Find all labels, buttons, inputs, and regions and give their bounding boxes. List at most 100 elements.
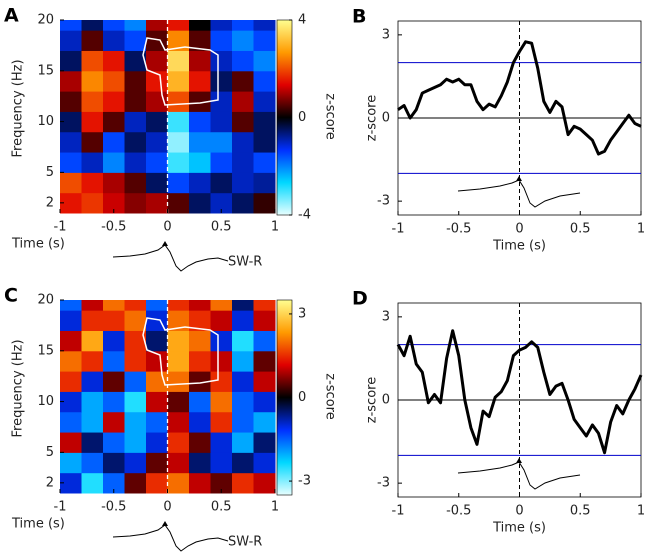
heatmap-cell xyxy=(253,111,276,133)
heatmap-cell xyxy=(124,172,147,194)
heatmap-cell xyxy=(210,70,233,92)
heatmap-cell xyxy=(189,30,211,51)
heatmap-cell xyxy=(146,432,168,453)
heatmap-cell xyxy=(60,50,82,72)
heatmap-cell xyxy=(60,432,82,453)
panel-label: B xyxy=(352,6,366,28)
heatmap-cell xyxy=(81,111,104,133)
heatmap-cell xyxy=(81,452,104,474)
heatmap-cell xyxy=(124,300,147,311)
heatmap-cell xyxy=(167,300,190,311)
heatmap-cell xyxy=(167,131,190,153)
heatmap-cell xyxy=(81,192,104,214)
heatmap-cell xyxy=(210,192,233,214)
heatmap-cell xyxy=(124,152,147,173)
heatmap-cell xyxy=(253,152,276,173)
y-tick-label: 5 xyxy=(46,445,54,460)
heatmap-cell xyxy=(232,432,254,453)
y-tick-label: 2 xyxy=(46,195,54,210)
heatmap-cell xyxy=(60,152,82,173)
x-axis-label: Time (s) xyxy=(11,237,65,252)
heatmap-cell xyxy=(210,432,233,453)
heatmap-cell xyxy=(146,152,168,173)
heatmap-cell xyxy=(210,131,233,153)
heatmap-cell xyxy=(103,50,125,72)
heatmap-cell xyxy=(103,91,125,112)
heatmap-cell xyxy=(103,310,125,331)
significance-contour xyxy=(142,37,219,106)
heatmap-cell xyxy=(146,391,168,413)
heatmap-cell xyxy=(189,330,211,352)
heatmap-cell xyxy=(124,310,147,331)
heatmap-cell xyxy=(167,432,190,453)
colorbar-tick-label: 4 xyxy=(298,13,306,28)
heatmap-cell xyxy=(189,91,211,112)
heatmap-cell xyxy=(81,391,104,413)
heatmap-cell xyxy=(60,131,82,153)
heatmap-cell xyxy=(103,300,125,311)
heatmap-cell xyxy=(210,30,233,51)
heatmap-cell xyxy=(124,391,147,413)
heatmap-cell xyxy=(146,300,168,311)
heatmap-cell xyxy=(124,131,147,153)
heatmap-cell xyxy=(146,330,168,352)
heatmap-cell xyxy=(81,300,104,311)
heatmap-cell xyxy=(210,472,233,494)
heatmap-cell xyxy=(253,172,276,194)
heatmap-cell xyxy=(210,172,233,194)
heatmap-cell xyxy=(60,310,82,331)
heatmap-cell xyxy=(146,172,168,194)
significance-contour xyxy=(142,317,219,386)
y-axis-label: Frequency (Hz) xyxy=(11,339,26,437)
heatmap-cell xyxy=(103,472,125,494)
heatmap-cell xyxy=(167,20,190,31)
heatmap-cell xyxy=(124,411,147,433)
heatmap-cell xyxy=(232,371,254,392)
heatmap-cell xyxy=(167,30,190,51)
x-tick-label: -0.5 xyxy=(101,220,126,235)
heatmap-cell xyxy=(103,371,125,392)
colorbar-tick-label: 0 xyxy=(298,110,306,125)
heatmap-cell xyxy=(253,371,276,392)
heatmap-cell xyxy=(253,432,276,453)
heatmap-cell xyxy=(253,30,276,51)
heatmap-cell xyxy=(167,70,190,92)
heatmap-cell xyxy=(103,350,125,372)
x-tick-label: -0.5 xyxy=(446,504,471,519)
heatmap-cell xyxy=(103,20,125,31)
heatmap-cell xyxy=(81,50,104,72)
heatmap-cell xyxy=(81,371,104,392)
heatmap-cell xyxy=(189,411,211,433)
heatmap-cell xyxy=(167,371,190,392)
heatmap-cell xyxy=(232,152,254,173)
heatmap-cell xyxy=(81,472,104,494)
heatmap-cell xyxy=(189,70,211,92)
x-axis-label: Time (s) xyxy=(11,517,65,532)
heatmap-cell xyxy=(124,330,147,352)
heatmap-cell xyxy=(81,152,104,173)
x-tick-label: -1 xyxy=(392,504,405,519)
heatmap-cell xyxy=(103,172,125,194)
heatmap-cell xyxy=(124,70,147,92)
x-tick-label: -1 xyxy=(54,500,67,515)
heatmap-cell xyxy=(232,300,254,311)
heatmap-cell xyxy=(253,192,276,214)
heatmap-cell xyxy=(253,350,276,372)
heatmap-cell xyxy=(81,20,104,31)
heatmap-cell xyxy=(167,91,190,112)
heatmap-cell xyxy=(146,111,168,133)
data-line xyxy=(396,329,643,455)
heatmap-cell xyxy=(103,411,125,433)
heatmap-cell xyxy=(124,91,147,112)
heatmap-cell xyxy=(232,192,254,214)
heatmap-cell xyxy=(232,70,254,92)
heatmap-cell xyxy=(124,472,147,494)
heatmap-cell xyxy=(60,452,82,474)
heatmap-cell xyxy=(253,50,276,72)
heatmap-cell xyxy=(189,371,211,392)
x-tick-label: 0 xyxy=(163,220,171,235)
wave-trace xyxy=(112,244,229,272)
heatmap-cell xyxy=(253,300,276,311)
heatmap-cell xyxy=(60,192,82,214)
